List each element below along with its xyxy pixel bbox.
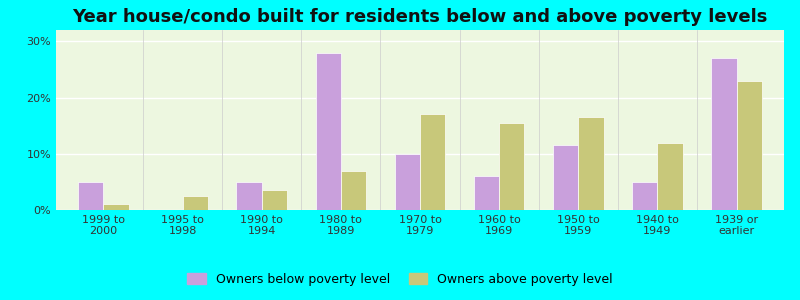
Bar xyxy=(553,145,578,210)
Bar xyxy=(632,182,658,210)
Bar xyxy=(182,196,208,210)
Bar xyxy=(78,182,103,210)
Bar xyxy=(103,204,129,210)
Bar xyxy=(420,114,446,210)
Bar xyxy=(262,190,287,210)
Legend: Owners below poverty level, Owners above poverty level: Owners below poverty level, Owners above… xyxy=(182,268,618,291)
Bar xyxy=(711,58,737,210)
Bar xyxy=(474,176,499,210)
Bar xyxy=(315,52,341,210)
Bar xyxy=(737,81,762,210)
Bar xyxy=(499,123,525,210)
Bar xyxy=(658,142,682,210)
Bar xyxy=(394,154,420,210)
Bar xyxy=(578,117,603,210)
Bar xyxy=(237,182,262,210)
Bar xyxy=(341,171,366,210)
Title: Year house/condo built for residents below and above poverty levels: Year house/condo built for residents bel… xyxy=(72,8,768,26)
